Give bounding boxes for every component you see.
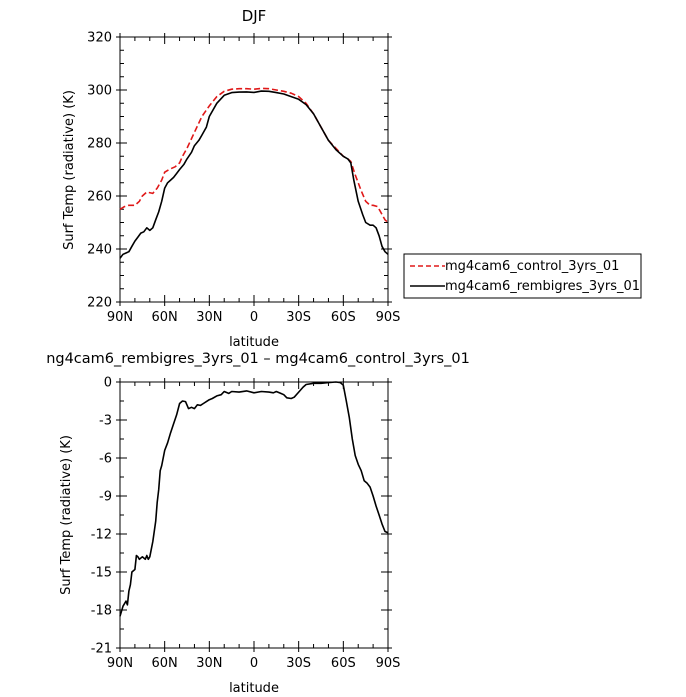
bottom-series-difference (119, 381, 389, 617)
bottom-xtick-label: 30S (286, 656, 311, 671)
top-ytick-label: 320 (87, 31, 112, 46)
top-y-ticks: 220 240 260 280 300 320 (87, 31, 392, 311)
bottom-ytick-label: -6 (99, 452, 112, 467)
top-plot-frame (119, 36, 389, 303)
top-ytick-label: 240 (87, 243, 112, 258)
legend-box (403, 253, 642, 299)
bottom-xtick-label: 60N (152, 656, 178, 671)
top-x-axis-label: latitude (229, 335, 279, 350)
bottom-xtick-label: 30N (196, 656, 222, 671)
top-ytick-label: 300 (87, 84, 112, 99)
bottom-panel: ng4cam6_rembigres_3yrs_01 – mg4cam6_cont… (46, 351, 470, 696)
bottom-ytick-label: -12 (91, 528, 112, 543)
top-series-group (119, 87, 389, 259)
top-ytick-label: 280 (87, 137, 112, 152)
bottom-ytick-label: -9 (99, 490, 112, 505)
legend-entry-rembigres: mg4cam6_rembigres_3yrs_01 (445, 279, 640, 294)
top-ytick-label: 220 (87, 296, 112, 311)
top-xtick-label: 60N (152, 310, 178, 325)
bottom-x-ticks: 90N 60N 30N 0 30S 60S 90S (107, 378, 401, 671)
bottom-plot-frame (119, 381, 389, 649)
bottom-y-ticks: 0 -3 -6 -9 -12 -15 -18 -21 (91, 376, 392, 657)
legend-entry-control: mg4cam6_control_3yrs_01 (445, 259, 619, 274)
top-xtick-label: 30S (286, 310, 311, 325)
bottom-ytick-label: 0 (104, 376, 112, 391)
bottom-xtick-label: 60S (331, 656, 356, 671)
bottom-y-axis-label: Surf Temp (radiative) (K) (59, 435, 74, 595)
bottom-ytick-label: -15 (91, 566, 112, 581)
top-series-mg4cam6-rembigres-3yrs-01 (119, 90, 389, 259)
bottom-xtick-label: 90N (107, 656, 133, 671)
bottom-ytick-label: -21 (91, 642, 112, 657)
top-ytick-label: 260 (87, 190, 112, 205)
top-xtick-label: 90S (376, 310, 401, 325)
top-xtick-label: 90N (107, 310, 133, 325)
bottom-chart-title: ng4cam6_rembigres_3yrs_01 – mg4cam6_cont… (46, 351, 470, 367)
top-y-axis-label: Surf Temp (radiative) (K) (62, 90, 77, 250)
bottom-x-axis-label: latitude (229, 681, 279, 696)
top-xtick-label: 60S (331, 310, 356, 325)
bottom-ytick-label: -18 (91, 604, 112, 619)
top-x-ticks: 90N 60N 30N 0 30S 60S 90S (107, 33, 401, 325)
bottom-xtick-label: 0 (250, 656, 258, 671)
legend: mg4cam6_control_3yrs_01 mg4cam6_rembigre… (403, 253, 642, 299)
top-xtick-label: 0 (250, 310, 258, 325)
top-xtick-label: 30N (196, 310, 222, 325)
bottom-ytick-label: -3 (99, 414, 112, 429)
top-chart-title: DJF (242, 7, 267, 25)
top-series-mg4cam6-control-3yrs-01 (119, 87, 389, 224)
bottom-series-group (119, 381, 389, 617)
bottom-xtick-label: 90S (376, 656, 401, 671)
